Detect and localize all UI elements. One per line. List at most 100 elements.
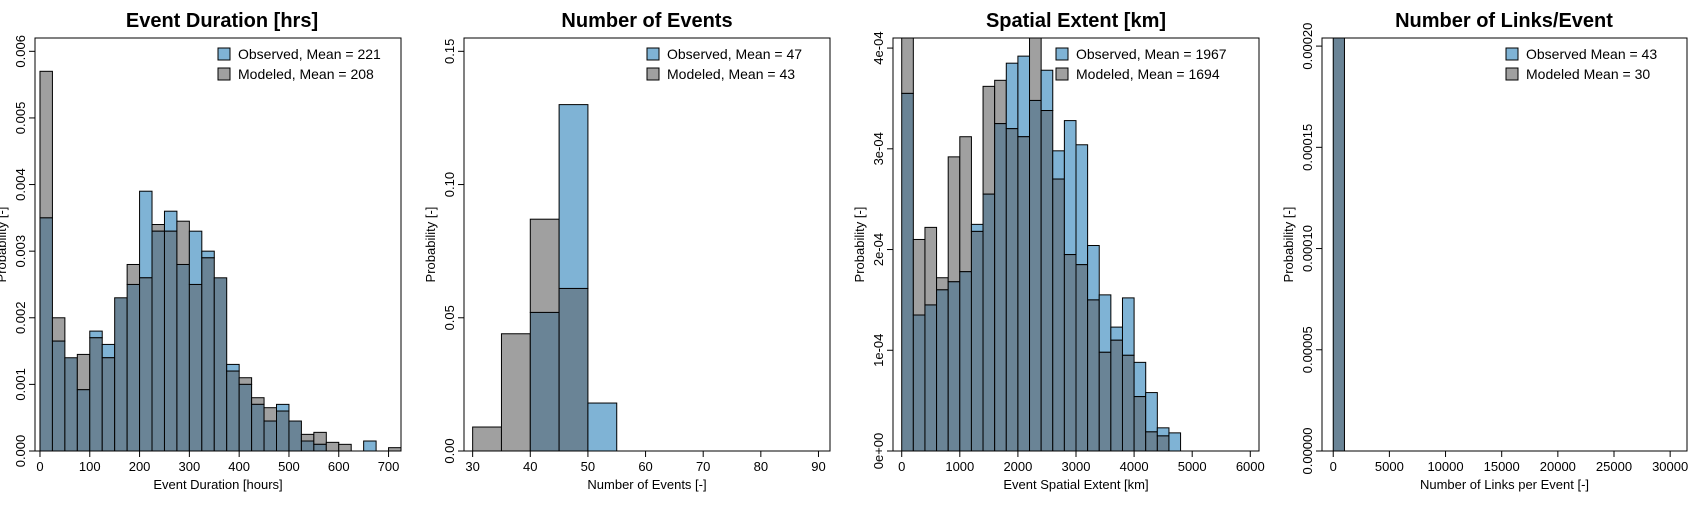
overlap-bar [114,297,128,452]
observed-bar [201,250,215,259]
legend-observed-label: Observed, Mean = 221 [238,46,381,62]
legend-observed-swatch [217,47,231,61]
overlap-bar [126,283,141,452]
overlap-bar [959,271,972,452]
y-tick-label: 1e-04 [871,334,886,367]
x-tick-label: 5000 [1178,459,1207,474]
modeled-bar [924,226,938,306]
overlap-bar [558,287,589,452]
overlap-bar [300,440,315,452]
modeled-bar [126,263,141,285]
overlap-bar [1040,110,1054,452]
plot-frame [1321,37,1688,452]
overlap-bar [1087,299,1100,452]
modeled-bar [313,431,327,445]
x-tick-label: 0 [36,459,43,474]
y-axis-label: Probability [-] [1281,207,1296,283]
observed-bar [276,403,290,412]
spatial-extent-panel: Spatial Extent [km] 0 1000 2000 3000 4000 5000… [852,10,1265,492]
x-tick-label: 90 [811,459,825,474]
overlap-bar [39,217,53,452]
overlap-bar [176,263,190,452]
legend-modeled-label: Modeled Mean = 30 [1526,66,1650,82]
observed-bar [1052,150,1065,180]
x-tick-label: 70 [696,459,710,474]
x-axis-label: Event Spatial Extent [km] [1003,477,1148,492]
x-tick-label: 6000 [1236,459,1265,474]
legend-observed-label: Observed, Mean = 47 [667,46,802,62]
overlap-bar [263,420,278,452]
y-tick-label: 0.00020 [1300,23,1315,70]
overlap-bar [924,304,938,452]
overlap-bar [163,230,178,452]
modeled-bar [300,433,315,442]
observed-bar [226,363,240,372]
observed-bar [188,230,203,285]
y-tick-label: 0.10 [442,172,457,197]
x-tick-label: 600 [328,459,350,474]
modeled-bar [912,238,926,316]
y-tick-label: 0.005 [13,102,28,135]
overlap-bar [89,337,103,452]
event-count-panel: Number of Events 30 40 50 60 70 80 90 0.00 0.05 0.… [423,10,831,492]
observed-bar [1145,392,1158,433]
overlap-bar [1156,435,1170,452]
modeled-bar [994,79,1007,125]
y-axis-label: Probability [-] [0,207,9,283]
observed-bar [1133,361,1147,398]
legend-modeled-label: Modeled, Mean = 43 [667,66,795,82]
x-tick-label: 30 [465,459,479,474]
overlap-bar [188,283,203,452]
legend-observed-swatch [1505,47,1519,61]
x-tick-label: 0 [898,459,905,474]
overlap-bar [226,370,240,452]
overlap-bar [970,230,984,452]
legend-modeled-swatch [1055,67,1069,81]
links-per-event-panel: Number of Links/Event 0 5000 10000 15000 2000… [1281,10,1688,492]
overlap-bar [947,281,961,452]
overlap-bar [201,257,215,452]
x-tick-label: 80 [754,459,768,474]
modeled-bar [959,136,972,273]
observed-bar [1075,144,1089,266]
modeled-bar [325,441,340,452]
overlap-bar [151,230,165,452]
y-tick-label: 0.00005 [1300,326,1315,373]
modeled-bar [529,218,560,313]
y-tick-label: 0.15 [442,39,457,64]
y-tick-label: 0.004 [13,168,28,201]
overlap-bar [1121,354,1135,452]
y-tick-label: 0.000 [13,435,28,468]
overlap-bar [1052,178,1065,452]
x-tick-label: 0 [1330,459,1337,474]
x-tick-label: 4000 [1120,459,1149,474]
x-tick-label: 30000 [1652,459,1688,474]
modeled-bar [936,277,949,291]
x-tick-label: 3000 [1062,459,1091,474]
overlap-bar [251,403,265,452]
observed-bar [1063,120,1077,256]
modeled-bar [238,377,253,385]
x-tick-label: 2000 [1003,459,1032,474]
x-tick-label: 200 [129,459,151,474]
overlap-bar [1075,264,1089,452]
y-tick-label: 0.003 [13,235,28,268]
overlap-bar [1145,431,1158,452]
x-axis-label: Number of Links per Event [-] [1420,477,1589,492]
x-axis-label: Event Duration [hours] [153,477,282,492]
overlap-bar [64,357,78,452]
x-tick-label: 50 [581,459,595,474]
overlap-bar [529,311,560,452]
y-tick-label: 0.00015 [1300,124,1315,171]
observed-bar [101,343,116,359]
legend-modeled-swatch [646,67,660,81]
observed-bar [1005,62,1019,130]
y-tick-label: 0.002 [13,302,28,335]
plot-frame [463,37,831,452]
modeled-bar [51,317,66,342]
legend-observed-swatch [646,47,660,61]
x-tick-label: 40 [523,459,537,474]
modeled-bar [1029,37,1042,101]
overlap-bar [1098,351,1112,452]
